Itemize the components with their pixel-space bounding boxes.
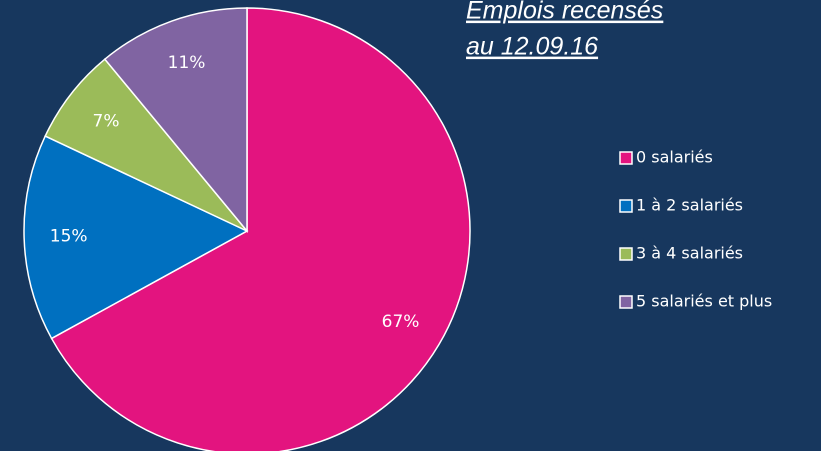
legend-label: 0 salariés [636,148,713,167]
legend-swatch [619,295,633,309]
legend-swatch [619,247,633,261]
data-label: 7% [93,112,120,132]
data-label: 15% [50,227,88,247]
chart-title: Emplois recensés [466,0,663,25]
data-label: 11% [168,53,206,73]
legend-label: 3 à 4 salariés [636,244,743,263]
chart-title: au 12.09.16 [466,33,598,61]
legend-swatch [619,151,633,165]
legend-label: 1 à 2 salariés [636,196,743,215]
legend-swatch [619,199,633,213]
pie-slice [103,7,248,234]
pie-slice [23,135,249,340]
data-label: 67% [382,312,420,332]
legend-label: 5 salariés et plus [636,292,772,311]
pie-slice [50,7,471,451]
